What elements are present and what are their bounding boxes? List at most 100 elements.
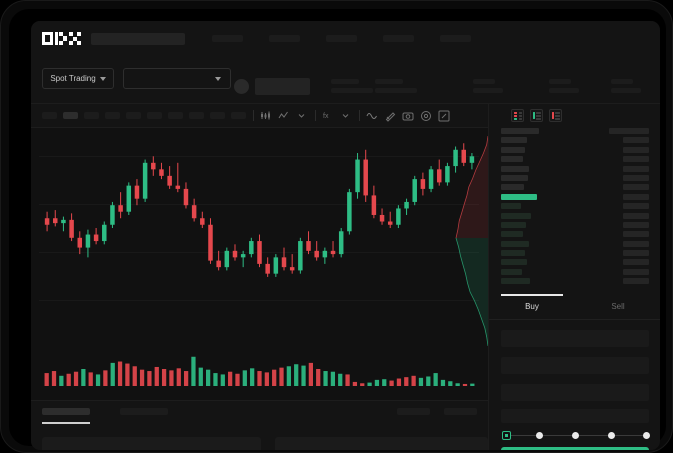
order-book-quantity — [501, 259, 527, 266]
order-book-price — [623, 268, 649, 275]
slider-stop-25[interactable] — [536, 432, 543, 439]
order-book-row[interactable] — [489, 146, 660, 156]
order-book-and-trade-panel: Buy Sell — [488, 104, 660, 450]
price-chart-area[interactable] — [31, 128, 488, 400]
order-book-row[interactable] — [489, 212, 660, 222]
order-book-price — [623, 259, 649, 266]
logo-letter-x — [69, 32, 81, 45]
timeframe-7[interactable] — [189, 112, 204, 119]
order-amount-input[interactable] — [501, 357, 649, 374]
timeframe-0[interactable] — [42, 112, 57, 119]
market-stat-2 — [473, 79, 503, 93]
order-book-row[interactable] — [489, 250, 660, 259]
order-book-row[interactable] — [489, 221, 660, 231]
order-total-input[interactable] — [501, 384, 649, 401]
camera-icon[interactable] — [401, 109, 414, 122]
trading-pair-selector[interactable] — [123, 68, 231, 89]
tab-sell[interactable]: Sell — [575, 294, 660, 319]
order-book-row[interactable] — [489, 184, 660, 193]
order-book-row[interactable] — [489, 203, 660, 212]
order-book-quantity — [501, 250, 525, 257]
order-book-price — [623, 156, 649, 163]
nav-item-3[interactable] — [383, 35, 414, 42]
slider-stop-100[interactable] — [643, 432, 650, 439]
timeframe-5[interactable] — [147, 112, 162, 119]
indicator-icon[interactable]: fx — [321, 109, 334, 122]
order-book-row[interactable] — [489, 165, 660, 175]
global-search-input[interactable] — [91, 32, 185, 45]
orders-action-1[interactable] — [444, 408, 477, 415]
settings-icon[interactable] — [419, 109, 432, 122]
order-book-row[interactable] — [489, 137, 660, 146]
candlestick-chart-icon[interactable] — [259, 109, 272, 122]
timeframe-4[interactable] — [126, 112, 141, 119]
order-book-quantity — [501, 137, 527, 144]
order-book-row[interactable] — [489, 128, 660, 137]
slider-stop-50[interactable] — [572, 432, 579, 439]
order-book-row[interactable] — [489, 268, 660, 278]
chart-toolbar: fx — [31, 104, 488, 128]
nav-item-2[interactable] — [326, 35, 357, 42]
timeframe-2[interactable] — [84, 112, 99, 119]
order-book-row[interactable] — [489, 278, 660, 287]
order-extra-input[interactable] — [501, 409, 649, 423]
order-book-row[interactable] — [489, 231, 660, 240]
order-book-price — [623, 212, 649, 219]
orderbook-sell-icon[interactable] — [549, 109, 562, 122]
order-book-quantity — [501, 212, 531, 219]
gridline — [39, 204, 479, 205]
order-book-row[interactable] — [489, 240, 660, 250]
wave-chart-icon[interactable] — [365, 109, 378, 122]
slider-handle[interactable] — [502, 431, 511, 440]
order-book-quantity — [501, 278, 530, 285]
orderbook-both-icon[interactable] — [511, 109, 524, 122]
market-stat-2-value — [473, 88, 503, 93]
tab-buy-label: Buy — [525, 302, 539, 311]
timeframe-3[interactable] — [105, 112, 120, 119]
chevron-down-icon[interactable] — [295, 109, 308, 122]
order-book-price — [609, 128, 649, 134]
slider-stop-75[interactable] — [608, 432, 615, 439]
order-book-quantity — [501, 221, 526, 228]
order-book-row[interactable] — [489, 156, 660, 165]
orders-tab-1[interactable] — [120, 408, 168, 415]
timeframe-1[interactable] — [63, 112, 78, 119]
timeframe-9[interactable] — [231, 112, 246, 119]
draw-tool-icon[interactable] — [383, 109, 396, 122]
tab-buy[interactable]: Buy — [489, 294, 575, 319]
order-book-price — [623, 221, 649, 228]
order-book-quantity — [501, 174, 528, 181]
nav-item-1[interactable] — [269, 35, 300, 42]
order-book-price — [623, 137, 649, 144]
market-stat-0 — [331, 79, 373, 93]
submit-order-button[interactable] — [501, 447, 649, 450]
top-navigation-bar — [31, 21, 660, 56]
order-book-row[interactable] — [489, 259, 660, 268]
market-stat-1-value — [375, 88, 417, 93]
okx-logo[interactable] — [42, 32, 81, 45]
order-book-rows[interactable] — [489, 128, 660, 288]
fullscreen-icon[interactable] — [437, 109, 450, 122]
order-book-row[interactable] — [489, 174, 660, 184]
order-book-price — [623, 240, 649, 247]
orders-action-0[interactable] — [397, 408, 430, 415]
nav-item-0[interactable] — [212, 35, 243, 42]
order-book-price — [623, 193, 649, 200]
svg-text:fx: fx — [323, 113, 329, 120]
orders-tab-0[interactable] — [42, 408, 90, 415]
nav-item-4[interactable] — [440, 35, 471, 42]
order-book-quantity — [501, 193, 537, 200]
timeframe-6[interactable] — [168, 112, 183, 119]
line-chart-icon[interactable] — [277, 109, 290, 122]
order-price-input[interactable] — [501, 330, 649, 347]
orderbook-buy-icon[interactable] — [530, 109, 543, 122]
timeframe-8[interactable] — [210, 112, 225, 119]
candlestick-series — [44, 143, 475, 277]
chevron-down-icon[interactable] — [339, 109, 352, 122]
trading-mode-selector[interactable]: Spot Trading — [42, 68, 114, 89]
order-book-quantity — [501, 165, 529, 172]
order-book-quantity — [501, 231, 523, 238]
order-book-quantity — [501, 128, 539, 134]
order-book-row[interactable] — [489, 193, 660, 203]
